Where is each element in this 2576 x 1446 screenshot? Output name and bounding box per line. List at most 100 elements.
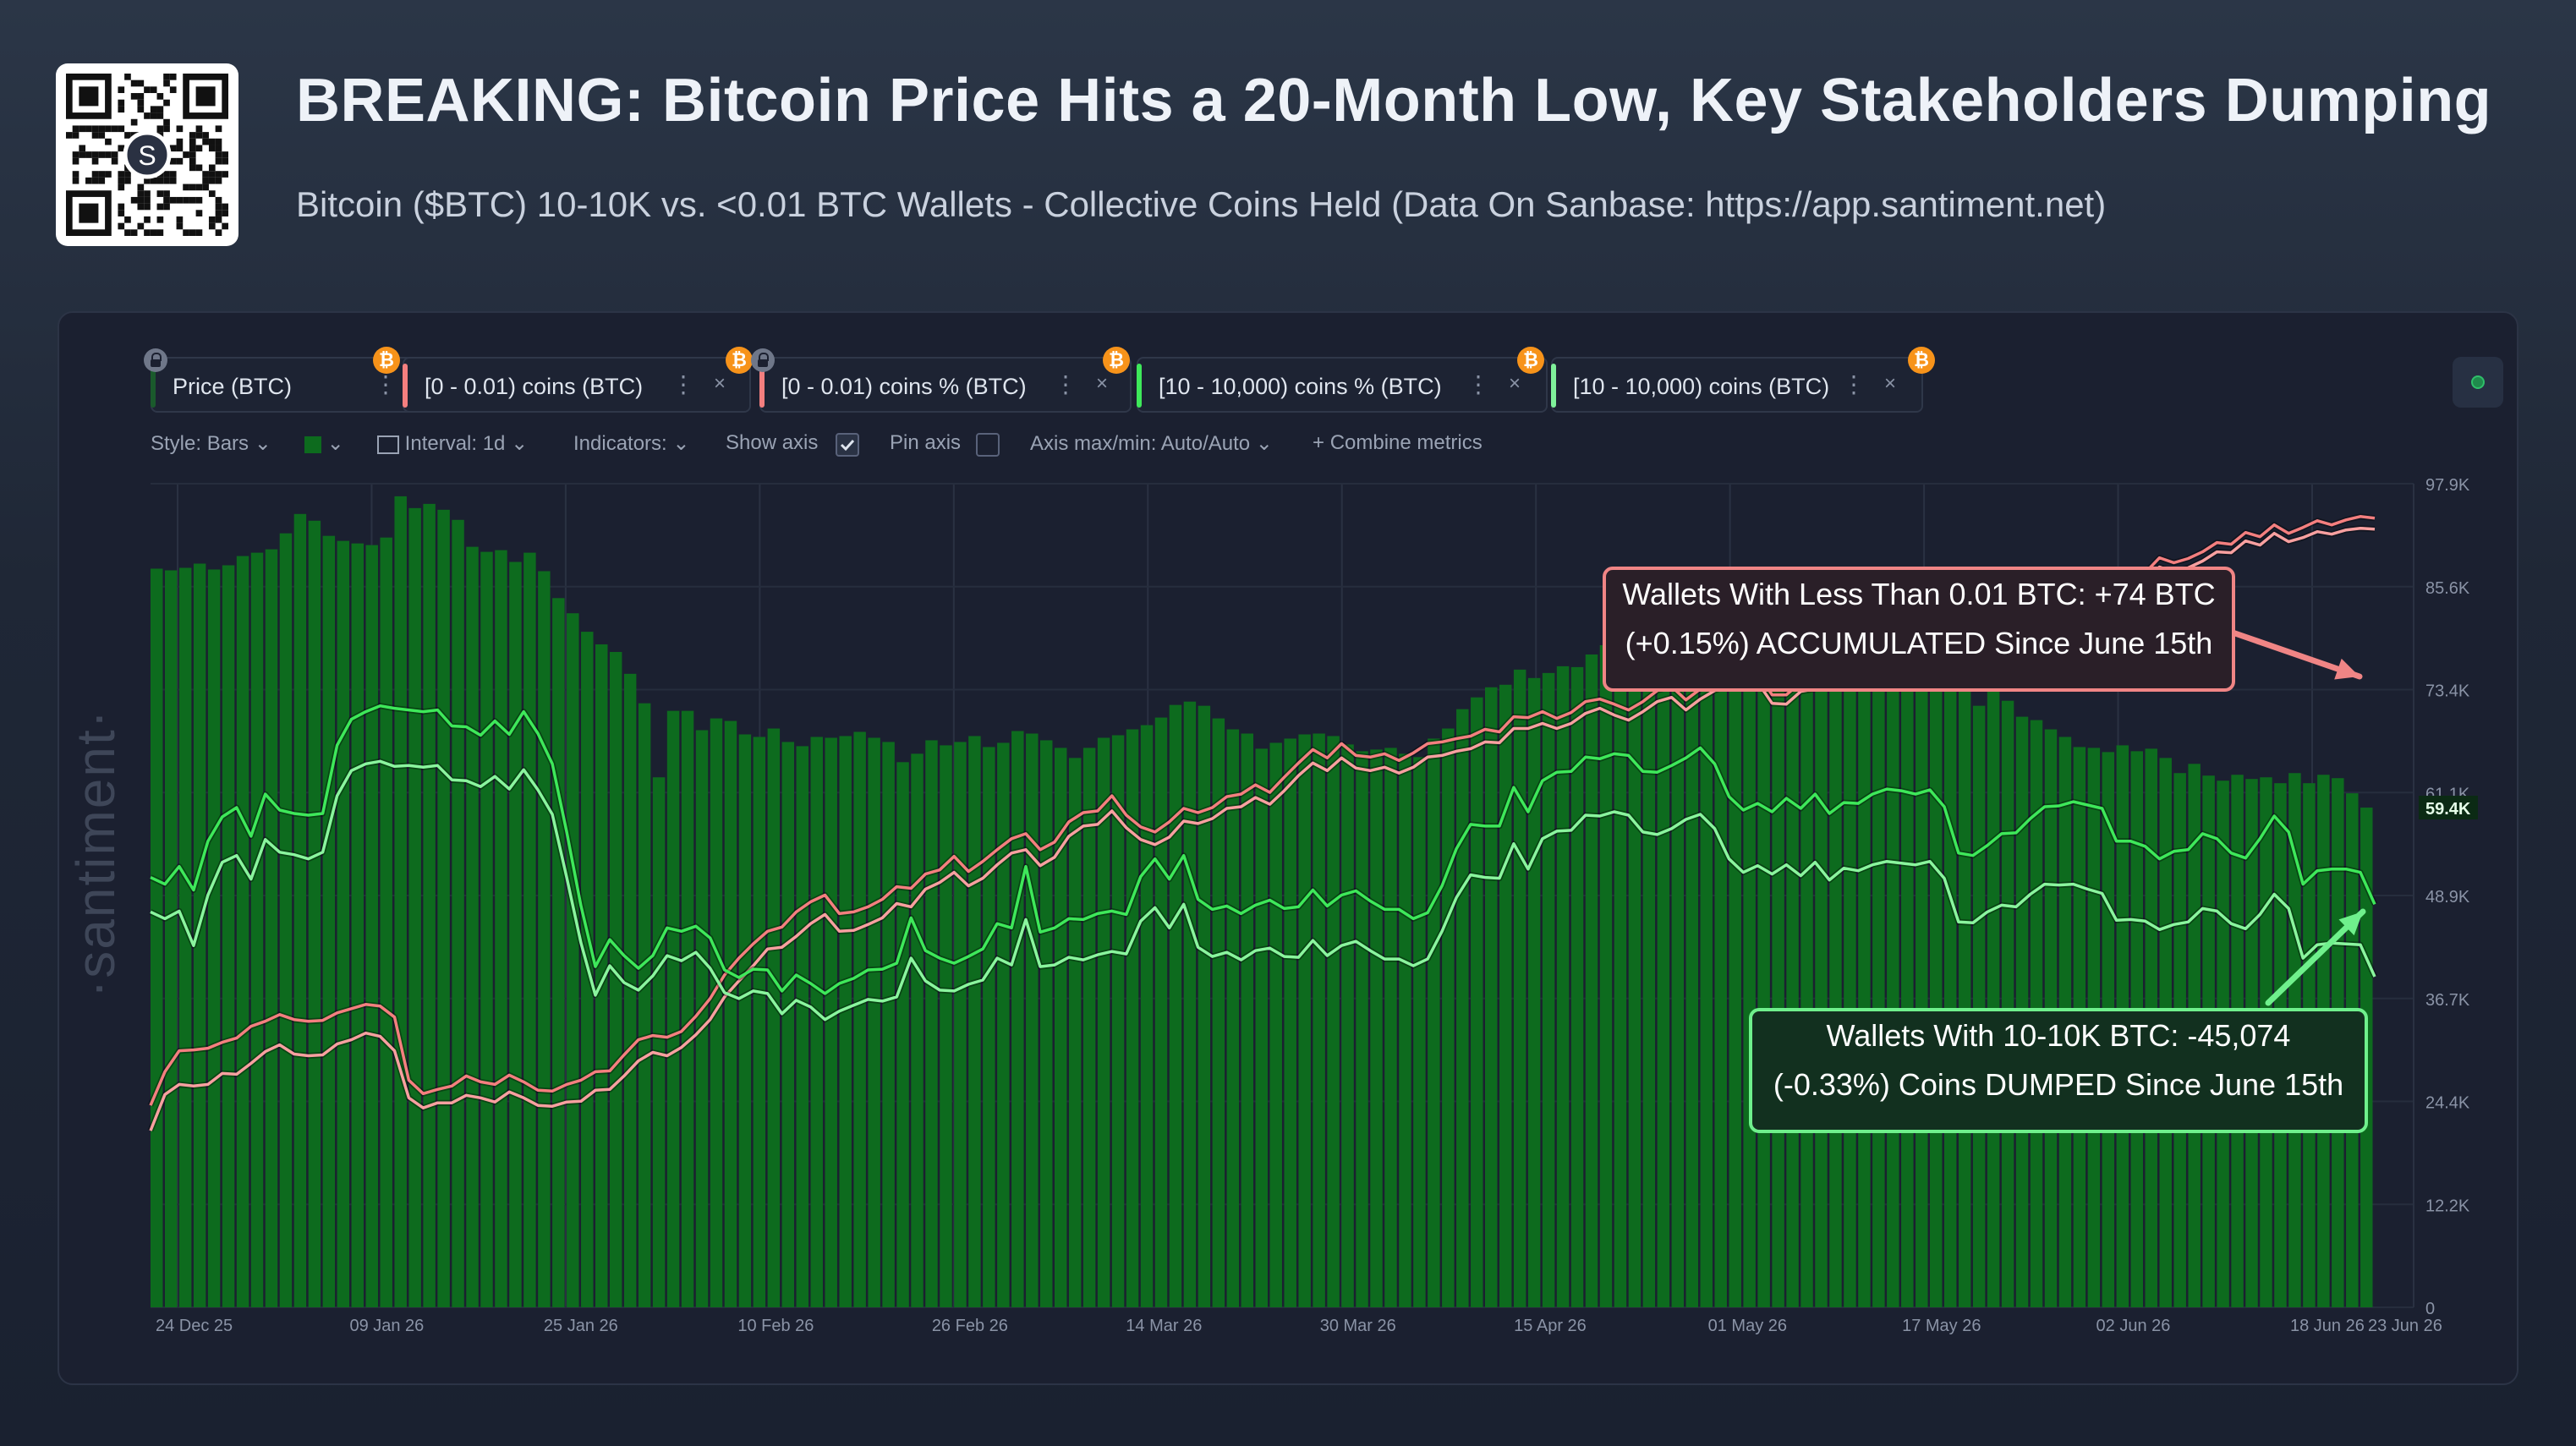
arrow-red-head xyxy=(2334,658,2360,680)
price-bar xyxy=(896,762,909,1307)
price-bar xyxy=(738,734,752,1307)
price-bar xyxy=(997,742,1010,1307)
price-bar xyxy=(1442,728,1455,1307)
qr-module xyxy=(111,151,118,158)
price-bar xyxy=(1456,709,1469,1307)
qr-module xyxy=(72,125,79,133)
panel-toggle-button[interactable] xyxy=(2453,357,2503,408)
price-bar xyxy=(882,742,895,1307)
qr-module xyxy=(91,157,99,165)
price-bar xyxy=(1642,633,1656,1307)
qr-module xyxy=(124,132,131,139)
qr-finder xyxy=(195,86,216,107)
qr-module xyxy=(144,229,151,236)
show-axis-checkbox[interactable] xyxy=(836,433,859,457)
interval-dropdown[interactable]: Interval: 1d ⌄ xyxy=(377,431,528,456)
chip-color-bar xyxy=(403,364,408,408)
qr-module xyxy=(91,125,99,133)
price-bar xyxy=(1943,686,1957,1307)
price-bar xyxy=(1169,704,1182,1307)
metric-chip-small-coins[interactable]: [0 - 0.01) coins (BTC) ⋮ × xyxy=(403,357,751,413)
metric-chip-whale-coins[interactable]: [10 - 10,000) coins (BTC) ⋮ × xyxy=(1551,357,1923,413)
price-bar xyxy=(940,745,952,1307)
chip-menu-icon[interactable]: ⋮ xyxy=(1466,371,1490,397)
price-bar xyxy=(1154,717,1168,1307)
qr-module xyxy=(118,203,125,211)
bitcoin-icon: ₿ xyxy=(373,347,400,374)
qr-module xyxy=(163,177,170,184)
qr-module xyxy=(169,196,177,204)
style-dropdown[interactable]: Style: Bars ⌄ xyxy=(151,431,271,456)
qr-module xyxy=(208,145,216,152)
callout-line: Wallets With 10-10K BTC: -45,074 xyxy=(1826,1018,2291,1053)
qr-finder xyxy=(79,86,99,107)
price-bar xyxy=(222,565,235,1307)
price-bar xyxy=(1901,686,1914,1307)
qr-module xyxy=(98,125,106,133)
y-tick-label: 12.2K xyxy=(2425,1197,2470,1215)
qr-module xyxy=(176,157,184,165)
chip-close-icon[interactable]: × xyxy=(1509,372,1521,395)
qr-module xyxy=(189,138,196,145)
y-tick-label: 48.9K xyxy=(2425,888,2470,906)
qr-module xyxy=(176,196,184,204)
price-bar xyxy=(1657,637,1670,1307)
y-tick-label: 97.9K xyxy=(2425,476,2470,495)
color-dropdown[interactable]: ⌄ xyxy=(304,431,344,456)
price-bar xyxy=(308,520,321,1307)
qr-module xyxy=(183,151,189,158)
bitcoin-icon: ₿ xyxy=(1908,347,1935,374)
callout-line: Wallets With Less Than 0.01 BTC: +74 BTC xyxy=(1622,577,2216,611)
combine-metrics-button[interactable]: + Combine metrics xyxy=(1313,431,1483,455)
price-bar xyxy=(652,777,666,1307)
price-bar xyxy=(623,673,637,1307)
chip-label: Price (BTC) xyxy=(173,374,292,399)
chip-menu-icon[interactable]: ⋮ xyxy=(1054,371,1077,397)
qr-module xyxy=(72,132,79,139)
chip-color-bar xyxy=(1551,364,1556,408)
price-bar xyxy=(1068,758,1082,1307)
qr-module xyxy=(137,79,145,87)
chip-menu-icon[interactable]: ⋮ xyxy=(671,371,695,397)
price-bar xyxy=(351,543,364,1307)
price-bar xyxy=(911,753,924,1307)
price-bar xyxy=(567,613,579,1307)
metric-chip-small-pct[interactable]: [0 - 0.01) coins % (BTC) ⋮ × xyxy=(759,357,1132,413)
price-bar xyxy=(293,513,307,1307)
current-price-box xyxy=(2419,796,2478,820)
price-bar xyxy=(1714,622,1727,1307)
pin-axis-checkbox[interactable] xyxy=(976,433,1000,457)
qr-module xyxy=(222,203,228,211)
qr-module xyxy=(150,112,157,119)
price-bar xyxy=(1097,737,1110,1307)
chip-close-icon[interactable]: × xyxy=(714,372,726,395)
price-bar xyxy=(380,537,392,1307)
metric-chip-whale-pct[interactable]: [10 - 10,000) coins % (BTC) ⋮ × xyxy=(1137,357,1548,413)
qr-module xyxy=(144,112,151,119)
price-bar xyxy=(796,746,809,1307)
qr-module xyxy=(169,157,177,165)
chip-close-icon[interactable]: × xyxy=(1096,372,1109,395)
indicators-dropdown[interactable]: Indicators: ⌄ xyxy=(573,431,690,456)
qr-module xyxy=(163,190,170,197)
qr-module xyxy=(144,203,151,211)
axis-maxmin-dropdown[interactable]: Axis max/min: Auto/Auto ⌄ xyxy=(1030,431,1273,456)
qr-finder xyxy=(79,203,99,223)
qr-module xyxy=(215,151,222,158)
chip-menu-icon[interactable]: ⋮ xyxy=(374,371,397,397)
qr-module xyxy=(215,171,222,178)
chip-close-icon[interactable]: × xyxy=(1884,372,1897,395)
chip-label: [0 - 0.01) coins % (BTC) xyxy=(781,374,1027,399)
qr-module xyxy=(169,86,177,94)
qr-module xyxy=(91,171,99,178)
qr-module xyxy=(130,118,138,126)
arrow-green-head xyxy=(2338,912,2363,936)
price-bar xyxy=(394,496,407,1307)
calendar-icon xyxy=(377,435,399,454)
qr-module xyxy=(215,210,222,216)
chip-menu-icon[interactable]: ⋮ xyxy=(1842,371,1866,397)
qr-module xyxy=(91,151,99,158)
price-bar xyxy=(1356,751,1368,1307)
chevron-down-icon: ⌄ xyxy=(254,432,271,455)
